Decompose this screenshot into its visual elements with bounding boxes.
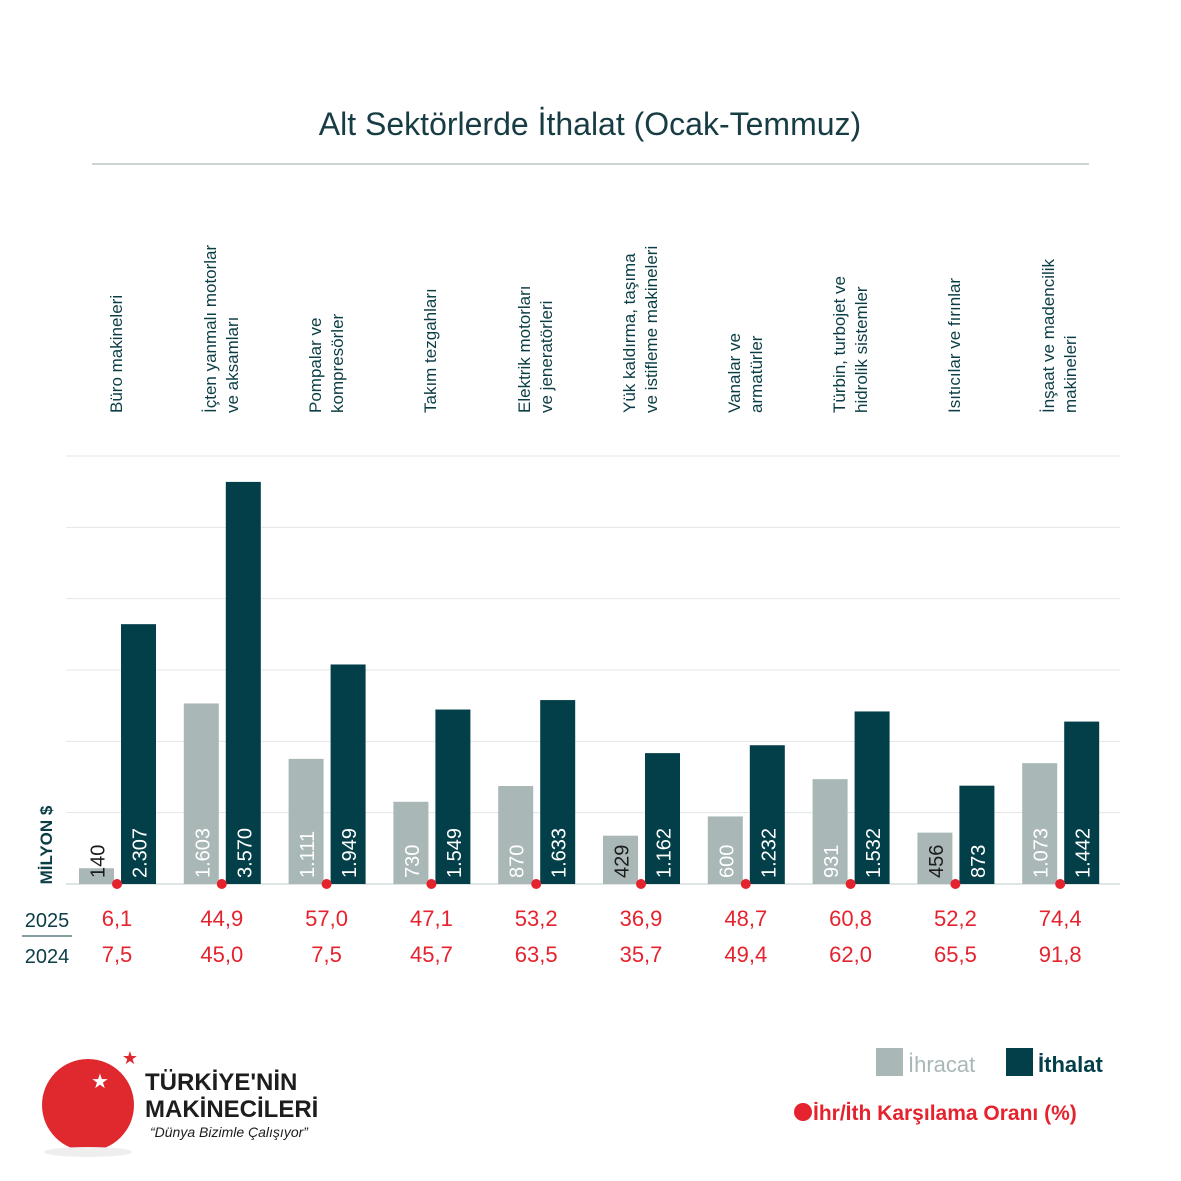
ratio-value: 47,1 [410, 906, 453, 931]
logo-circle [42, 1059, 134, 1151]
ratio-dot [740, 879, 751, 889]
bar [1064, 721, 1100, 884]
ratio-dot [531, 879, 542, 889]
value-label: 140 [88, 845, 110, 878]
bar [707, 816, 743, 884]
ratio-dot [426, 879, 437, 889]
bar [225, 481, 261, 884]
value-label: 1.111 [297, 831, 319, 878]
ratio-value: 35,7 [620, 942, 663, 967]
value-label: 456 [926, 845, 948, 878]
value-label: 2.307 [130, 828, 152, 878]
ratio-value: 45,7 [410, 942, 453, 967]
ratio-value: 63,5 [515, 942, 558, 967]
value-label: 1.532 [863, 828, 885, 878]
logo-star: ★ [91, 1071, 109, 1093]
ratio-value: 49,4 [724, 942, 767, 967]
ratio-value: 91,8 [1039, 942, 1082, 967]
category-label: Yük kaldırma, taşıma ve istifleme makine… [620, 245, 661, 413]
ratio-value: 6,1 [102, 906, 133, 931]
bar [1022, 763, 1058, 884]
legend-label: İthalat [1038, 1052, 1103, 1077]
ratio-value: 7,5 [102, 942, 133, 967]
category-label: İçten yanmalı motorlar ve aksamları [200, 244, 242, 413]
value-label: 600 [716, 845, 738, 878]
category-label: Isıtıcılar ve fırınlar [945, 277, 965, 413]
value-label: 1.073 [1031, 828, 1053, 878]
value-label: 1.549 [444, 828, 466, 878]
bar [812, 779, 848, 884]
category-label: Pompalar ve kompresörler [305, 313, 347, 413]
value-label: 1.232 [758, 828, 780, 878]
value-label: 1.949 [339, 828, 361, 878]
value-label: 730 [402, 845, 424, 878]
value-label: 873 [968, 845, 990, 878]
category-label: Vanalar ve armatürler [724, 332, 766, 413]
category-label: Türbin, turbojet ve hidrolik sistemler [829, 275, 871, 413]
logo-line2: MAKİNECİLERİ [145, 1096, 318, 1123]
logo-slogan: “Dünya Bizimle Çalışıyor” [150, 1124, 309, 1140]
bar [749, 745, 785, 884]
year-label: 2024 [25, 946, 70, 968]
bar [645, 753, 680, 884]
value-label: 429 [612, 845, 634, 878]
value-label: 1.162 [654, 828, 676, 878]
y-axis-label: MİLYON $ [37, 805, 56, 884]
value-label: 870 [507, 845, 529, 878]
ratio-value: 36,9 [620, 906, 663, 931]
logo-star: ★ [122, 1048, 138, 1068]
ratio-value: 62,0 [829, 942, 872, 967]
category-label: Takım tezgahları [421, 288, 441, 413]
legend-label: İhr/İth Karşılama Oranı (%) [813, 1102, 1077, 1125]
ratio-value: 53,2 [515, 906, 558, 931]
legend-swatch [1006, 1048, 1033, 1076]
bar [288, 758, 324, 884]
ratio-value: 48,7 [724, 906, 767, 931]
ratio-value: 60,8 [829, 906, 872, 931]
bar [393, 801, 429, 884]
category-label: Büro makineleri [107, 294, 126, 413]
bar [603, 835, 638, 884]
ratio-dot [216, 879, 227, 889]
bar [498, 786, 534, 884]
value-label: 1.633 [549, 828, 571, 878]
bar [854, 711, 890, 884]
value-label: 1.603 [192, 828, 214, 878]
legend-dot [794, 1103, 812, 1121]
ratio-value: 7,5 [311, 942, 342, 967]
legend-swatch [876, 1048, 903, 1076]
logo-line1: TÜRKİYE'NİN [145, 1069, 297, 1096]
ratio-value: 44,9 [200, 906, 243, 931]
bar [959, 785, 995, 884]
year-label: 2025 [25, 910, 70, 932]
value-label: 1.442 [1073, 828, 1095, 878]
ratio-dot [845, 879, 856, 889]
bar [121, 624, 156, 884]
ratio-value: 52,2 [934, 906, 977, 931]
bar [79, 868, 114, 884]
ratio-dot [321, 879, 332, 889]
bar [540, 700, 576, 884]
bar [183, 703, 219, 884]
bar [435, 709, 471, 884]
ratio-dot [112, 879, 122, 889]
ratio-value: 45,0 [200, 942, 243, 967]
value-label: 931 [821, 845, 843, 878]
ratio-value: 57,0 [305, 906, 348, 931]
bar [917, 832, 953, 884]
ratio-value: 74,4 [1039, 906, 1082, 931]
logo-shadow [44, 1147, 132, 1157]
chart-title: Alt Sektörlerde İthalat (Ocak-Temmuz) [319, 106, 861, 142]
ratio-dot [636, 879, 646, 889]
category-label: Elektrik motorları ve jeneratörleri [515, 285, 557, 413]
ratio-dot [1055, 879, 1066, 889]
category-label: İnşaat ve madencilik makineleri [1039, 258, 1081, 413]
ratio-dot [950, 879, 961, 889]
value-label: 3.570 [234, 828, 256, 878]
legend-label: İhracat [908, 1052, 975, 1077]
bar [330, 664, 366, 884]
ratio-value: 65,5 [934, 942, 977, 967]
